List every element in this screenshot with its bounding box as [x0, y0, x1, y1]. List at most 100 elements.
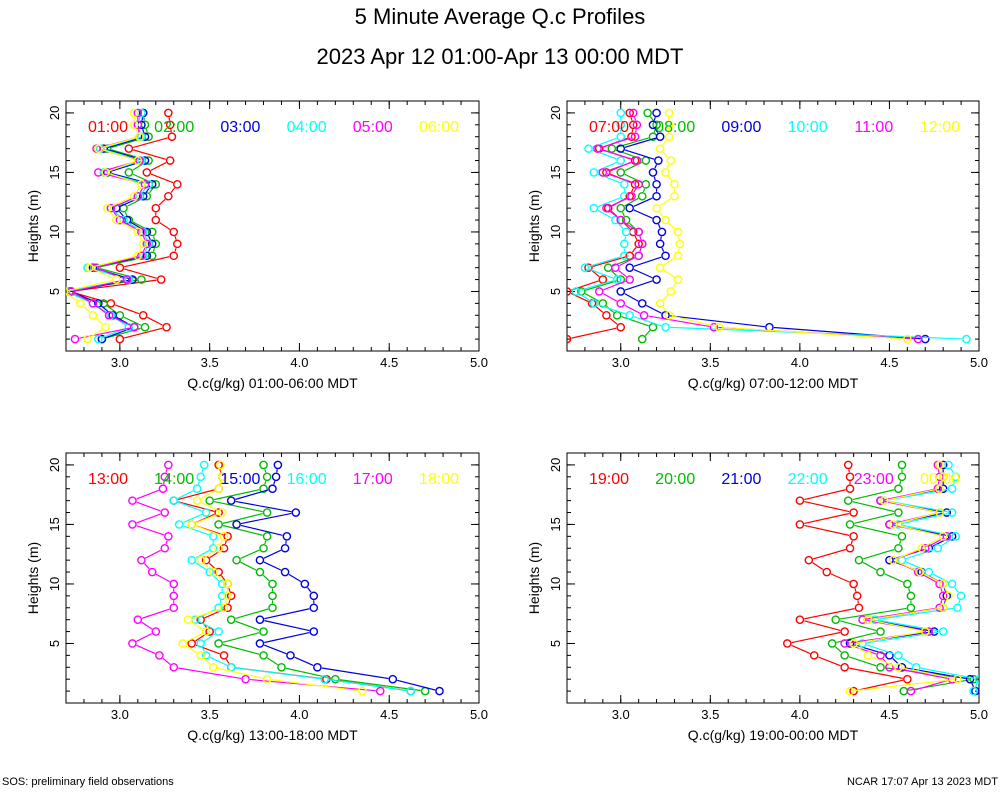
- panel-1: 3.0 3.5 4.0 4.5 5.0 5 10 15 20 Q.c(g/kg) 01:00-06…: [25, 100, 488, 391]
- data-point-1700: [151, 627, 161, 636]
- series-line-segment: [661, 247, 665, 252]
- series-line-segment: [170, 187, 176, 194]
- data-point-0000: [953, 674, 962, 684]
- series-line-segment: [621, 316, 649, 327]
- series-line-segment: [240, 549, 260, 559]
- series-line-segment: [288, 573, 302, 583]
- series-line-segment: [67, 293, 78, 302]
- series-line-segment: [954, 587, 959, 593]
- series-line-segment: [615, 137, 649, 148]
- data-point-0000: [938, 532, 948, 541]
- series-line-segment: [925, 537, 940, 547]
- plot-frame: [566, 452, 980, 704]
- data-point-0000: [935, 460, 944, 470]
- series-line-segment: [240, 512, 292, 525]
- data-point-1400: [268, 591, 277, 601]
- x-tick-label: 3.5: [201, 355, 219, 370]
- series-line-segment: [240, 561, 257, 571]
- x-tick-label: 3.5: [701, 355, 719, 370]
- series-line-segment: [136, 187, 140, 193]
- data-point-2200: [858, 639, 867, 648]
- data-point-0000: [920, 627, 930, 636]
- data-point-1000: [616, 120, 626, 130]
- data-point-1500: [226, 496, 236, 505]
- series-line-segment: [915, 679, 948, 691]
- data-point-0500: [142, 239, 152, 249]
- series-line-segment: [114, 304, 140, 315]
- series-line-segment: [178, 667, 242, 680]
- data-point-1600: [201, 651, 211, 660]
- series-line-segment: [75, 279, 123, 292]
- data-point-1600: [214, 627, 223, 636]
- data-point-1300: [187, 639, 196, 648]
- series-line-segment: [136, 644, 156, 655]
- data-point-0900: [657, 227, 667, 237]
- series-line-segment: [603, 280, 626, 291]
- series-line-segment: [634, 117, 637, 121]
- series-line-segment: [152, 236, 156, 240]
- data-point-2000: [854, 555, 864, 565]
- data-point-2300: [942, 532, 952, 541]
- series-line-segment: [597, 197, 621, 208]
- data-point-1600: [196, 639, 205, 648]
- data-point-0800: [616, 203, 626, 213]
- data-point-0000: [845, 686, 855, 696]
- y-tick-label: 5: [548, 288, 563, 295]
- legend-entry-2100: 21:00: [721, 471, 761, 488]
- series-line-segment: [852, 501, 895, 513]
- data-point-1500: [309, 627, 319, 636]
- y-tick-label: 5: [47, 640, 62, 647]
- data-point-1100: [602, 203, 611, 213]
- series-line-segment: [791, 631, 841, 644]
- data-point-1800: [262, 674, 272, 684]
- series-line-segment: [624, 293, 639, 302]
- data-point-1000: [589, 299, 599, 308]
- data-point-1000: [661, 322, 670, 332]
- data-point-1500: [309, 591, 319, 601]
- data-point-1400: [259, 543, 268, 553]
- data-point-1500: [291, 508, 301, 517]
- data-point-1200: [661, 215, 670, 225]
- data-point-1700: [160, 508, 170, 517]
- data-point-1700: [158, 484, 168, 494]
- data-point-0500: [137, 227, 146, 237]
- data-point-0100: [138, 310, 148, 320]
- series-line-segment: [601, 149, 633, 160]
- series-line-segment: [201, 647, 205, 652]
- series-line-segment: [648, 315, 710, 328]
- data-point-0000: [917, 543, 926, 553]
- series-line-segment: [136, 513, 161, 524]
- data-point-0800: [616, 168, 626, 177]
- legend-entry-0700: 07:00: [589, 119, 629, 136]
- series-line-segment: [812, 562, 824, 571]
- series-line-segment: [941, 538, 953, 547]
- legend-entry-2300: 23:00: [854, 471, 894, 488]
- series-line-segment: [928, 537, 944, 547]
- series-line-segment: [271, 679, 358, 692]
- series-line-segment: [112, 316, 131, 326]
- data-point-2200: [953, 603, 962, 613]
- data-point-0900: [616, 144, 626, 153]
- data-point-1900: [854, 603, 864, 613]
- data-point-1700: [155, 651, 164, 660]
- x-tick-label: 4.0: [290, 707, 308, 722]
- data-point-1700: [133, 615, 143, 624]
- series-line-segment: [663, 269, 675, 278]
- series-line-segment: [219, 480, 222, 485]
- data-point-2100: [897, 662, 907, 672]
- data-point-0500: [140, 180, 150, 189]
- series-line-segment: [68, 279, 113, 292]
- data-point-1100: [616, 299, 626, 308]
- data-point-0000: [894, 662, 903, 672]
- data-point-2300: [876, 651, 885, 660]
- data-point-1200: [664, 132, 674, 142]
- x-tick-label: 4.5: [880, 355, 898, 370]
- data-point-1600: [192, 484, 202, 494]
- data-point-1200: [666, 156, 676, 165]
- series-line-segment: [143, 563, 150, 570]
- data-point-1600: [199, 460, 209, 470]
- series-line-segment: [662, 306, 667, 313]
- data-point-1900: [843, 460, 853, 470]
- series-line-segment: [145, 549, 162, 559]
- series-line-segment: [888, 500, 936, 513]
